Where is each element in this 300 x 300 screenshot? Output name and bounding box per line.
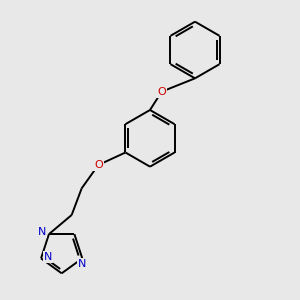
Text: N: N <box>44 252 52 262</box>
Text: N: N <box>38 227 46 238</box>
Text: O: O <box>94 160 103 170</box>
Text: O: O <box>157 87 166 97</box>
Text: N: N <box>78 260 86 269</box>
